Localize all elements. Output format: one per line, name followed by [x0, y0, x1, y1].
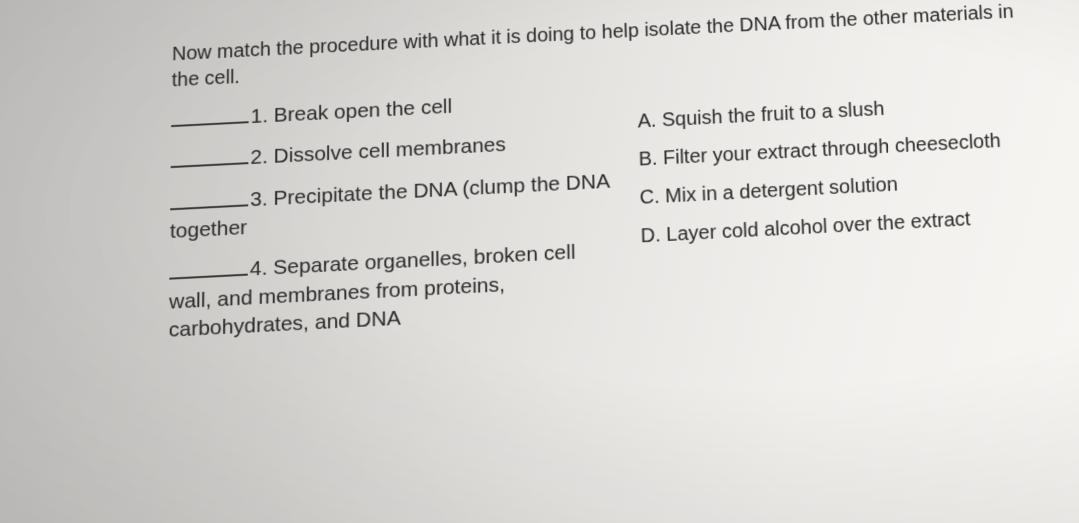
option-text: Squish the fruit to a slush — [662, 98, 885, 131]
content-columns: 1. Break open the cell 2. Dissolve cell … — [168, 63, 1065, 360]
answer-blank[interactable] — [171, 146, 249, 168]
question-number: 3. — [250, 187, 268, 211]
answer-blank[interactable] — [169, 257, 248, 280]
question-row: 4. Separate organelles, broken cell wall… — [169, 237, 613, 345]
questions-column: 1. Break open the cell 2. Dissolve cell … — [168, 85, 613, 359]
answer-blank[interactable] — [171, 105, 249, 127]
option-text: Filter your extract through cheesecloth — [663, 130, 1002, 169]
question-text: Separate organelles, broken cell wall, a… — [169, 241, 576, 342]
worksheet-page: Now match the procedure with what it is … — [0, 0, 1079, 523]
option-text: Layer cold alcohol over the extract — [666, 208, 971, 245]
question-row: 3. Precipitate the DNA (clump the DNA to… — [170, 168, 611, 247]
option-letter: C. — [639, 186, 660, 209]
option-letter: A. — [637, 110, 656, 132]
question-number: 2. — [250, 146, 268, 169]
question-row: 2. Dissolve cell membranes — [171, 126, 609, 176]
question-row: 1. Break open the cell — [171, 85, 608, 135]
question-text: Break open the cell — [274, 95, 452, 126]
options-column: A. Squish the fruit to a slush B. Filter… — [637, 63, 1065, 335]
option-text: Mix in a detergent solution — [665, 174, 898, 208]
option-row: D. Layer cold alcohol over the extract — [640, 202, 1060, 250]
option-letter: B. — [638, 148, 657, 170]
answer-blank[interactable] — [170, 187, 248, 210]
option-letter: D. — [640, 224, 661, 247]
question-text: Dissolve cell membranes — [274, 134, 506, 168]
question-number: 1. — [251, 105, 268, 128]
question-number: 4. — [250, 257, 268, 281]
